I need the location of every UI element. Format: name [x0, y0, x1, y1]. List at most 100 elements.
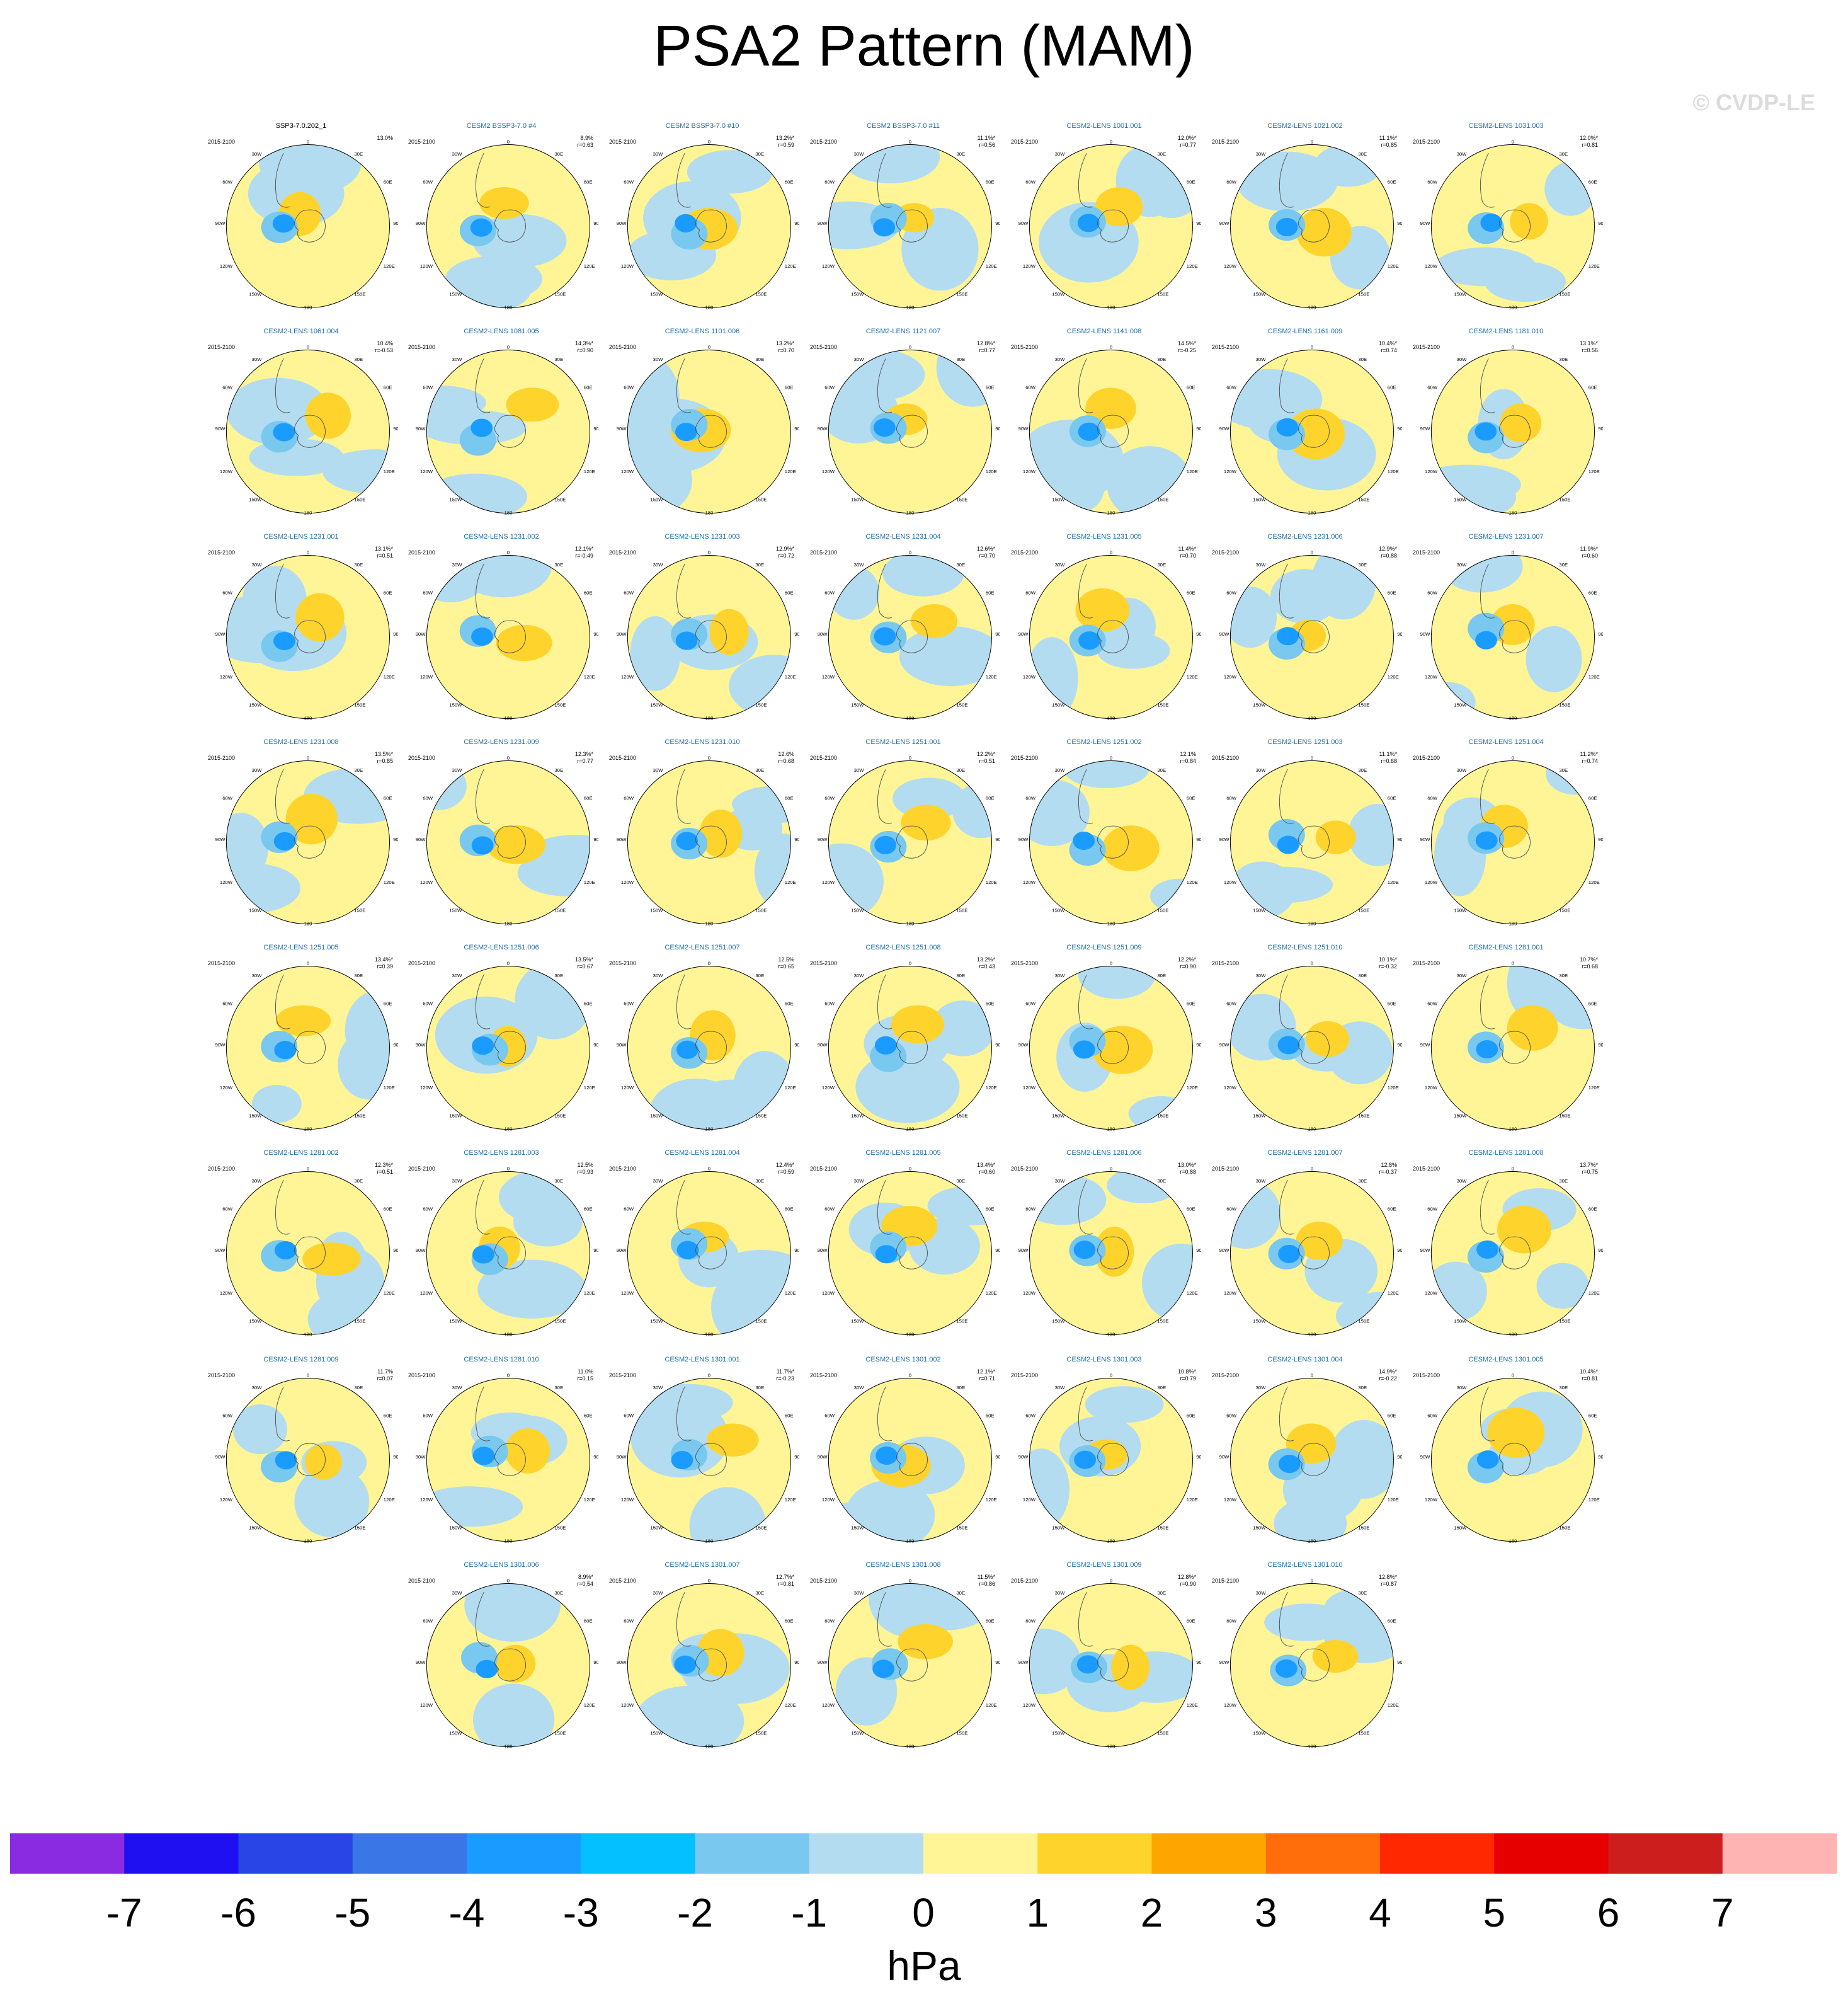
panel-stats: 12.8%* r=0.77 [977, 340, 995, 354]
longitude-label: 30E [1157, 562, 1166, 568]
longitude-label: 60E [785, 1412, 794, 1418]
south-america-coastline [1480, 1179, 1495, 1235]
anomaly-region [1312, 1639, 1359, 1673]
longitude-label: 90E [1598, 1454, 1603, 1460]
anomaly-region [630, 616, 681, 691]
longitude-label: 150E [755, 1730, 767, 1736]
longitude-label: 150W [1454, 1525, 1467, 1530]
longitude-label: 90W [1219, 1454, 1229, 1460]
panel-title: CESM2-LENS 1301.001 [664, 1356, 740, 1363]
longitude-label: 120E [1187, 880, 1198, 885]
longitude-label: 0 [1110, 1166, 1112, 1172]
longitude-label: 90W [416, 631, 426, 637]
anomaly-region [1073, 831, 1095, 850]
panel-title: CESM2-LENS 1301.002 [865, 1356, 941, 1363]
panel-title: CESM2-LENS 1301.008 [865, 1561, 941, 1569]
panel-title: CESM2-LENS 1061.004 [263, 328, 339, 335]
south-america-coastline [1279, 358, 1294, 413]
map-boundary [627, 1583, 791, 1748]
panel-pattern-correlation: r=0.87 [1381, 1581, 1397, 1587]
panel-pattern-correlation: r=0.85 [1381, 142, 1397, 148]
longitude-label: 0 [1512, 1166, 1514, 1172]
anomaly-region [1078, 631, 1101, 650]
map-boundary [627, 144, 791, 309]
panel-period: 2015-2100 [408, 755, 436, 761]
longitude-label: 90W [1420, 1247, 1430, 1253]
panel-title: CESM2-LENS 1281.006 [1066, 1149, 1142, 1157]
map-panel: CESM2-LENS 1251.005 2015-2100 13.4%* r=0.39… [207, 944, 398, 1139]
polar-map: 0 30E 60E 90E 120E 150E 180 150W 120W 90W 60W 30W [1018, 961, 1201, 1132]
longitude-label: 90E [1397, 1042, 1402, 1048]
longitude-label: 30E [956, 767, 965, 773]
panel-stats: 12.0%* r=0.77 [1178, 135, 1196, 149]
longitude-label: 90W [416, 1454, 426, 1460]
polar-map: 0 30E 60E 90E 120E 150E 180 150W 120W 90W 60W 30W [1219, 1578, 1402, 1750]
panel-variance-pct: 10.7%* [1579, 956, 1598, 963]
longitude-label: 30W [452, 1590, 463, 1596]
longitude-label: 60W [1025, 179, 1036, 185]
anomaly-region [476, 1659, 498, 1678]
longitude-label: 30W [1055, 1385, 1066, 1390]
panel-title: CESM2-LENS 1281.002 [263, 1149, 339, 1157]
map-panel: CESM2-LENS 1231.006 2015-2100 12.9%* r=0.88… [1211, 533, 1402, 728]
longitude-label: 90E [1397, 1454, 1402, 1460]
longitude-label: 90E [393, 1454, 398, 1460]
longitude-label: 150W [1253, 1525, 1266, 1530]
map-boundary [1430, 555, 1595, 719]
map-boundary [1029, 760, 1193, 925]
panel-variance-pct: 12.6% [778, 751, 794, 757]
longitude-label: 150W [249, 1525, 262, 1530]
anomaly-region [840, 144, 940, 184]
longitude-label: 90E [1397, 1659, 1402, 1665]
panel-variance-pct: 12.1% [1180, 751, 1196, 757]
anomaly-region [432, 555, 482, 592]
longitude-label: 60W [624, 590, 634, 595]
panel-stats: 12.9%* r=0.72 [776, 546, 794, 559]
longitude-label: 60E [584, 1206, 593, 1212]
longitude-label: 120E [1187, 263, 1198, 269]
map-panel: CESM2-LENS 1301.001 2015-2100 11.7%* r=-0.2… [608, 1356, 799, 1551]
anomaly-region [874, 835, 897, 854]
longitude-label: 30W [452, 357, 463, 362]
panel-stats: 13.5%* r=0.67 [575, 956, 593, 970]
longitude-label: 120W [822, 1290, 835, 1296]
panel-stats: 12.8% r=-0.37 [1379, 1162, 1397, 1176]
longitude-label: 60W [1427, 1412, 1438, 1418]
polar-map: 0 30E 60E 90E 120E 150E 180 150W 120W 90W 60W 30W [416, 1578, 598, 1750]
longitude-label: 120W [1425, 1085, 1438, 1091]
south-america-coastline [676, 1386, 692, 1441]
anomaly-region [675, 631, 698, 650]
longitude-label: 60E [1388, 384, 1396, 390]
panel-pattern-correlation: r=0.70 [979, 553, 995, 559]
longitude-label: 120E [584, 1085, 595, 1091]
panel-stats: 12.5% r=0.93 [577, 1162, 593, 1176]
anomaly-region [1296, 207, 1352, 257]
panel-period: 2015-2100 [208, 344, 236, 350]
longitude-label: 60E [986, 590, 995, 595]
longitude-label: 150E [956, 1525, 967, 1530]
map-boundary [1029, 144, 1193, 309]
panel-period: 2015-2100 [1011, 1578, 1039, 1584]
longitude-label: 30W [653, 767, 664, 773]
map-boundary [828, 760, 992, 925]
longitude-label: 150W [851, 1730, 864, 1736]
longitude-label: 30W [1256, 1590, 1267, 1596]
longitude-label: 120W [220, 880, 233, 885]
panel-period: 2015-2100 [1011, 1372, 1039, 1378]
anomaly-region [1085, 1386, 1164, 1423]
anomaly-region [1095, 187, 1143, 226]
longitude-label: 30W [653, 1385, 664, 1390]
longitude-label: 30W [452, 562, 463, 568]
south-america-coastline [877, 974, 893, 1029]
panel-pattern-correlation: r=0.90 [1180, 963, 1196, 970]
longitude-label: 150E [554, 1113, 566, 1118]
anomaly-region [1431, 682, 1476, 719]
anomaly-region [1074, 1450, 1097, 1469]
longitude-label: 120E [785, 1085, 796, 1091]
panel-stats: 11.1%* r=0.85 [1379, 135, 1397, 149]
longitude-label: 120W [621, 674, 634, 680]
longitude-label: 150W [1253, 907, 1266, 913]
longitude-label: 150W [449, 1730, 462, 1736]
longitude-label: 120E [785, 263, 796, 269]
longitude-label: 120W [1425, 1497, 1438, 1503]
